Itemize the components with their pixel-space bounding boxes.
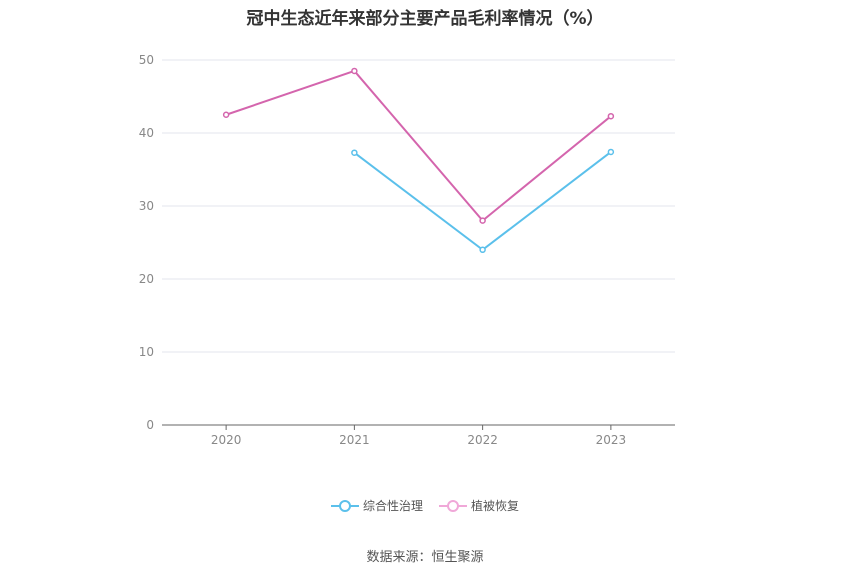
data-point-1-1 (351, 67, 358, 75)
legend-item-0[interactable]: 综合性治理 (330, 497, 423, 514)
data-point-0-1 (479, 246, 486, 254)
x-tick-label-1: 2021 (339, 433, 370, 447)
line-chart: 0 10 20 30 40 50 2020 2021 2022 2023 (139, 53, 675, 447)
data-point-1-3 (607, 112, 615, 120)
x-tick-label-2: 2022 (467, 433, 498, 447)
x-axis-ticks: 2020 2021 2022 2023 (211, 425, 626, 447)
data-point-0-0 (351, 149, 358, 156)
x-tick-label-3: 2023 (596, 433, 627, 447)
legend-swatch-1 (439, 499, 467, 512)
x-tick-label-0: 2020 (211, 433, 242, 447)
legend-item-1[interactable]: 植被恢复 (439, 497, 519, 514)
y-tick-label-5: 50 (139, 53, 154, 67)
legend: 综合性治理 植被恢复 (0, 497, 850, 514)
series-line-0 (353, 151, 612, 252)
data-point-1-0 (222, 111, 230, 118)
series-line-1 (225, 69, 612, 222)
legend-swatch-0 (330, 499, 359, 512)
data-point-0-2 (607, 148, 615, 156)
y-tick-label-3: 30 (139, 199, 154, 213)
grid-lines (162, 59, 675, 353)
data-point-1-2 (479, 217, 486, 224)
y-axis-ticks: 0 10 20 30 40 50 (139, 53, 154, 432)
legend-label-0: 综合性治理 (362, 499, 423, 513)
series-lines (222, 67, 615, 254)
legend-label-1: 植被恢复 (471, 499, 520, 513)
y-tick-label-1: 10 (139, 345, 154, 359)
y-tick-label-2: 20 (139, 272, 154, 286)
y-tick-label-4: 40 (139, 126, 154, 140)
y-tick-label-0: 0 (146, 418, 154, 432)
chart-title: 冠中生态近年来部分主要产品毛利率情况（%） (246, 9, 604, 29)
source-note: 数据来源：恒生聚源 (366, 550, 484, 565)
